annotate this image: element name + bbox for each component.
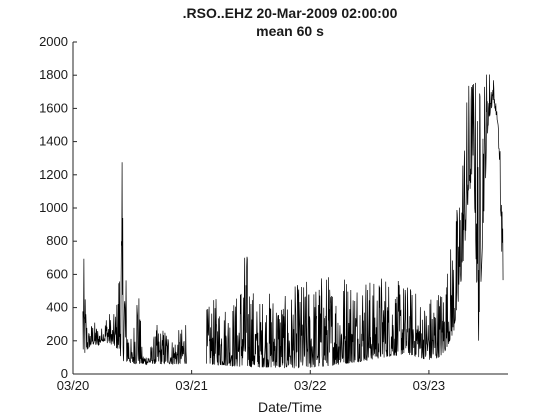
x-tick-label: 03/21 (175, 378, 208, 393)
chart-title: .RSO..EHZ 20-Mar-2009 02:00:00 (183, 5, 398, 21)
y-tick-label: 1000 (39, 200, 68, 215)
y-tick-label: 600 (46, 266, 68, 281)
y-tick-label: 1600 (39, 100, 68, 115)
y-tick-label: 0 (61, 366, 68, 381)
x-axis-label: Date/Time (258, 399, 322, 415)
y-axis-ticks: 0 200 400 600 800 1000 1200 1400 1600 1800 2000 (39, 34, 77, 381)
x-tick-label: 03/20 (57, 378, 90, 393)
x-axis-ticks: 03/20 03/21 03/22 03/23 (57, 370, 445, 393)
series-trace-segment (82, 162, 188, 366)
y-tick-label: 1800 (39, 67, 68, 82)
y-tick-label: 800 (46, 233, 68, 248)
y-tick-label: 2000 (39, 34, 68, 49)
chart-subtitle: mean 60 s (256, 23, 324, 39)
y-tick-label: 1200 (39, 167, 68, 182)
series-trace-segment (206, 74, 504, 369)
y-tick-label: 1400 (39, 134, 68, 149)
x-tick-label: 03/22 (294, 378, 327, 393)
y-tick-label: 400 (46, 300, 68, 315)
y-tick-label: 200 (46, 333, 68, 348)
series-layer (82, 74, 504, 369)
x-tick-label: 03/23 (413, 378, 446, 393)
